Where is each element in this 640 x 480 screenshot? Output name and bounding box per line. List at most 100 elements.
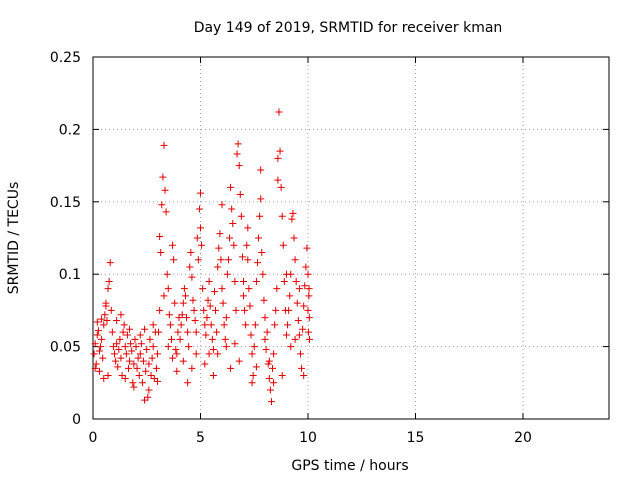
data-point [154,350,161,358]
data-point [120,321,128,329]
data-point [103,317,111,325]
data-point [129,379,137,387]
data-point [138,379,146,387]
data-point [107,306,115,314]
data-point [197,189,204,197]
data-point [289,209,297,217]
y-tick-label: 0.05 [50,340,81,356]
data-point [201,321,209,329]
data-point [126,357,134,365]
data-point [183,314,191,322]
data-point [99,354,107,362]
data-point [251,321,259,329]
data-point [93,318,101,326]
data-point [195,205,203,213]
y-axis-label: SRMTID / TECUs [6,182,22,295]
data-point [198,241,206,249]
data-point [214,350,222,358]
data-point [136,331,144,339]
x-axis-label: GPS time / hours [291,458,408,474]
data-point [179,299,187,307]
data-point [209,372,217,380]
data-point [160,292,168,300]
data-point [286,292,294,300]
data-point [164,343,172,351]
data-point [188,273,196,281]
data-point [226,234,234,242]
data-point [280,277,288,285]
data-point [161,186,169,194]
data-point [306,335,314,343]
data-point [221,335,229,343]
data-point [299,325,307,333]
data-point [173,350,181,358]
data-point [131,335,139,343]
data-point [222,314,230,322]
data-point [113,317,121,325]
data-point [259,270,267,278]
data-point [222,343,230,351]
chart-title: Day 149 of 2019, SRMTID for receiver kma… [194,20,503,36]
data-point [92,360,100,368]
data-point [302,263,310,271]
data-point [217,256,225,264]
data-point [242,321,250,329]
data-point [202,331,210,339]
data-point [232,306,240,314]
data-point [304,306,312,314]
x-tick-label: 20 [514,430,532,446]
data-point [274,154,282,162]
data-point [244,256,252,264]
data-point [108,328,116,336]
data-point [277,183,285,191]
data-point [165,311,173,319]
data-point [199,285,207,293]
data-point [118,372,126,380]
data-point [266,386,274,394]
data-point [136,350,144,358]
data-point [204,296,212,304]
data-point [267,398,275,406]
data-point [188,364,196,372]
data-point [191,317,199,325]
data-point [278,212,286,220]
data-point [126,325,134,333]
data-point [141,396,149,404]
data-point [176,335,184,343]
data-point [130,360,138,368]
y-tick-label: 0.1 [59,267,81,283]
data-point [171,299,179,307]
data-point [249,372,257,380]
data-point [234,140,242,148]
data-point [95,347,103,355]
data-point [104,372,112,380]
data-point [216,230,224,238]
data-point [154,377,161,385]
data-point [203,314,211,322]
data-point [261,335,269,343]
data-point [284,321,292,329]
data-point [175,314,183,322]
data-point [167,335,175,343]
data-point [181,292,189,300]
data-point [115,345,123,353]
data-point [287,270,295,278]
data-point [178,311,186,319]
data-point [101,311,109,319]
data-point [264,360,272,368]
data-point [169,354,177,362]
data-point [303,244,311,252]
data-point [160,141,168,149]
data-point [219,299,227,307]
data-point [240,292,247,300]
data-point [274,176,282,184]
data-point [305,292,313,300]
plot-border [92,56,610,420]
data-point [128,347,136,355]
data-point [166,321,174,329]
data-point [298,364,306,372]
data-point [189,296,197,304]
data-point [170,256,178,264]
data-point [215,244,223,252]
data-point [253,259,261,267]
